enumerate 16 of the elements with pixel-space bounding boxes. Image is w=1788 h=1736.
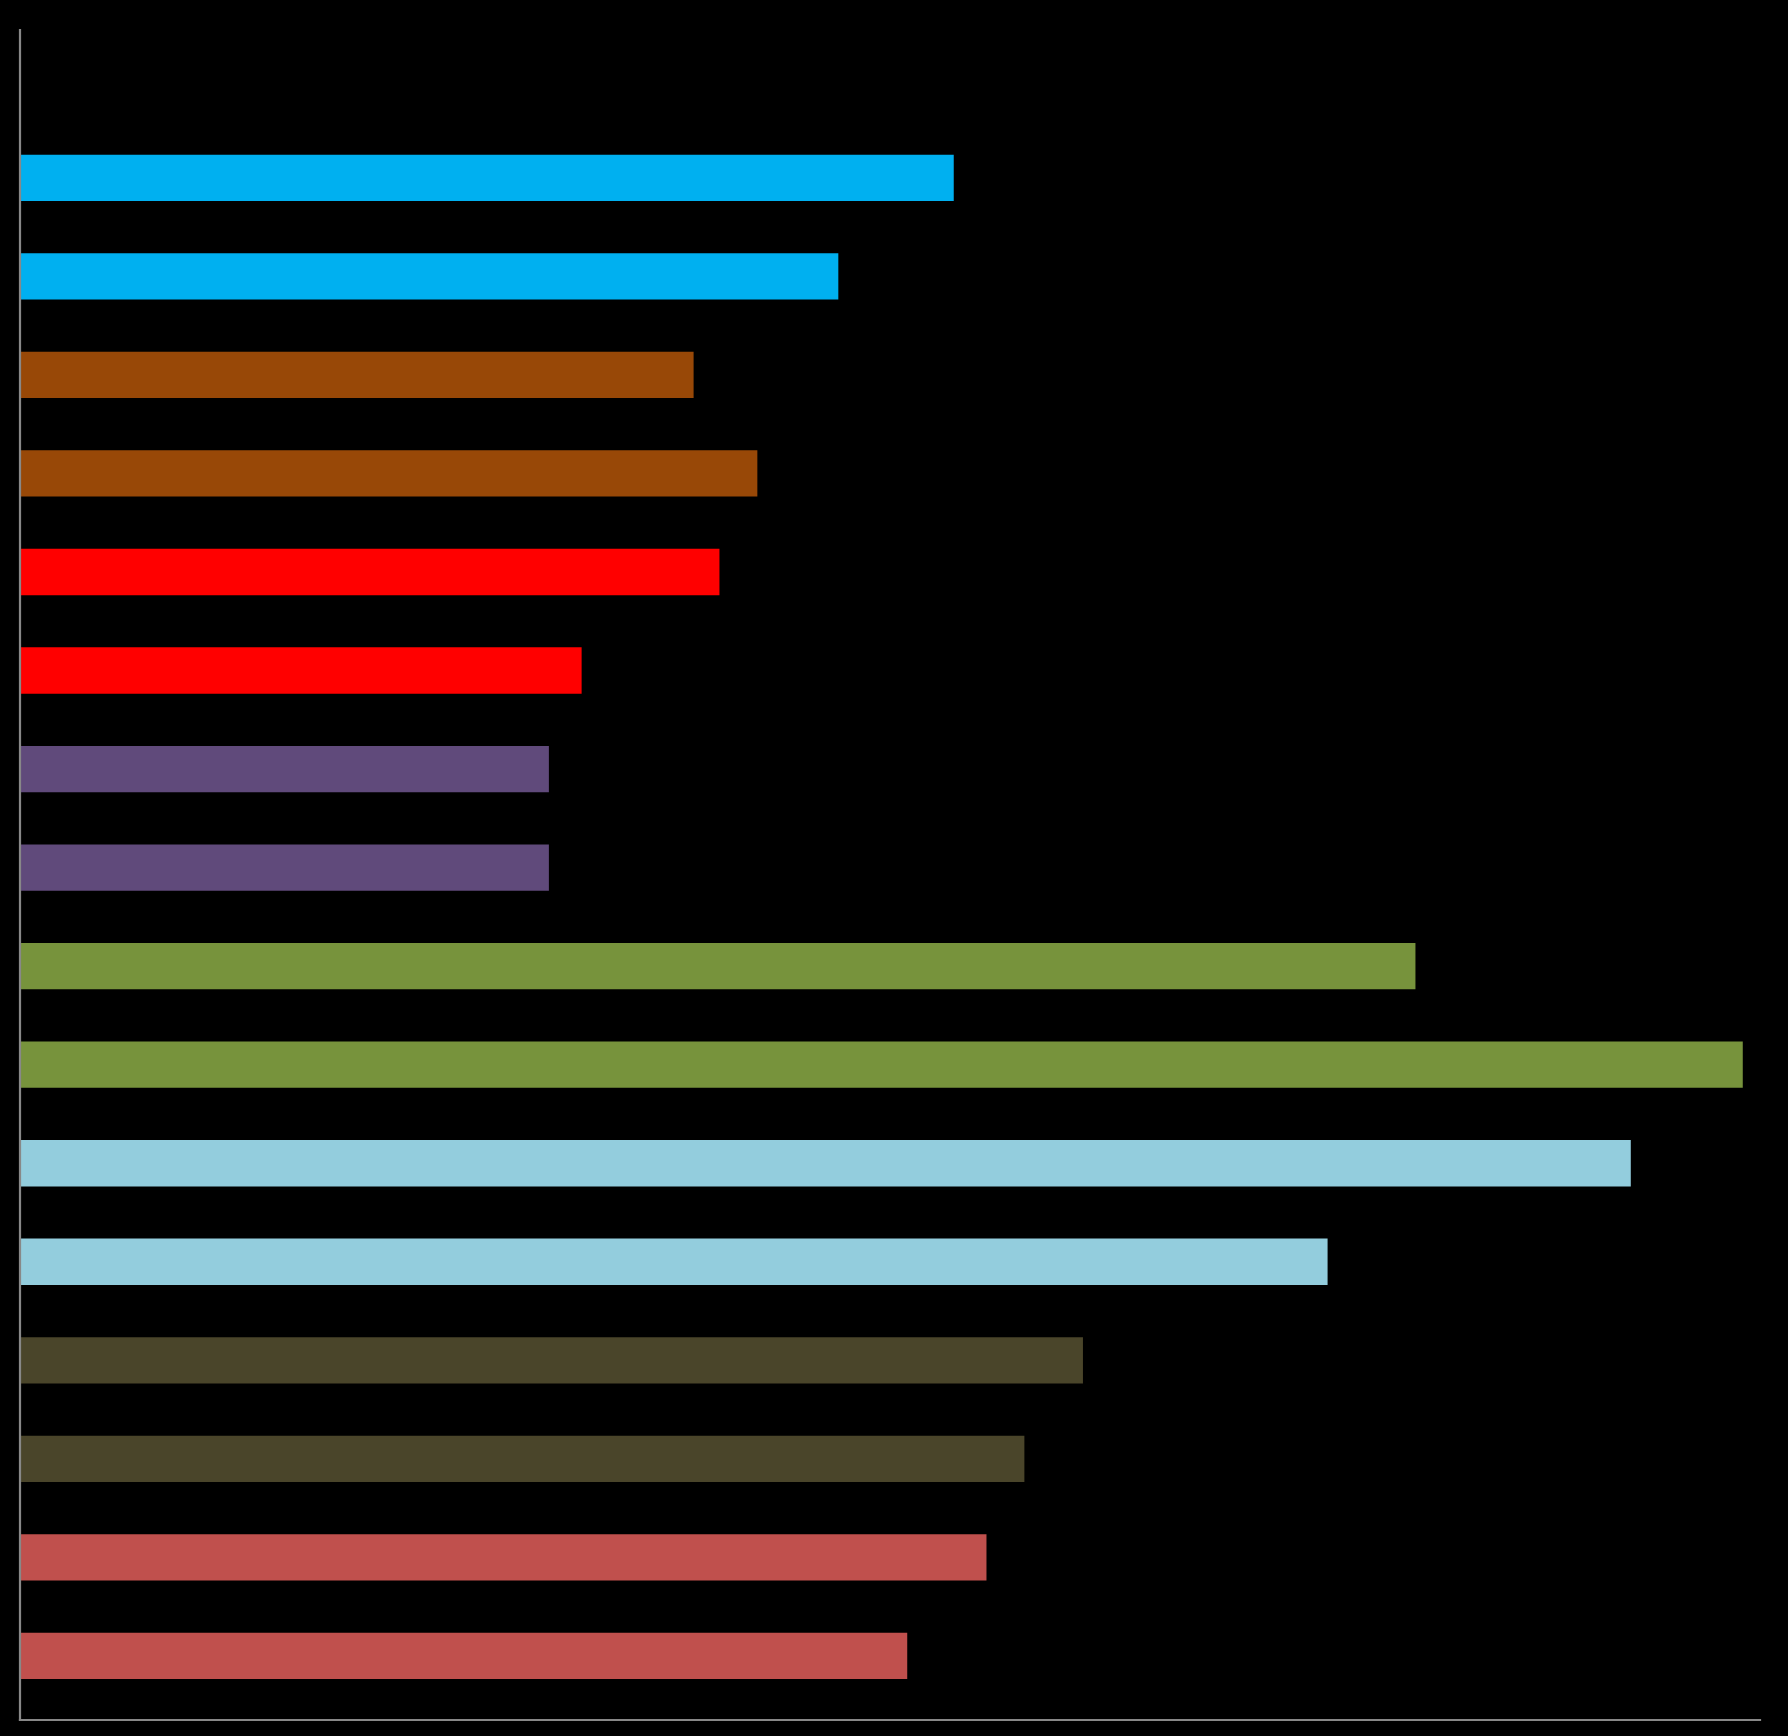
bar xyxy=(20,1435,1025,1483)
bar xyxy=(20,450,758,497)
bar xyxy=(20,351,694,399)
bar xyxy=(20,1041,1743,1088)
bar xyxy=(20,1632,908,1680)
bar xyxy=(20,647,582,694)
bar xyxy=(20,745,549,793)
bar xyxy=(20,1140,1631,1187)
bar xyxy=(20,1238,1328,1285)
bar xyxy=(20,844,549,891)
bar xyxy=(20,942,1416,990)
bar xyxy=(20,253,839,300)
bar xyxy=(20,1534,987,1581)
bar xyxy=(20,548,720,596)
bar xyxy=(20,154,954,201)
bar xyxy=(20,1337,1083,1384)
